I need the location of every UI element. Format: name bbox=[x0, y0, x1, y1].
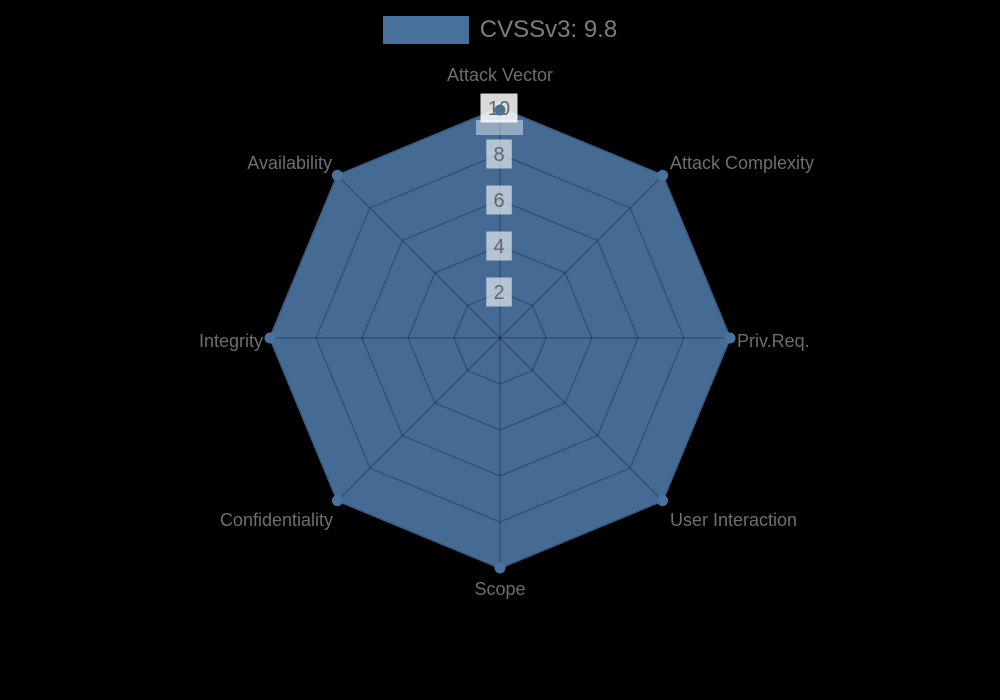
axis-label-integrity: Integrity bbox=[199, 331, 263, 351]
data-point-top-overlay bbox=[494, 104, 506, 116]
grid-ring-6 bbox=[361, 199, 639, 477]
legend-item-cvssv3[interactable]: CVSSv3: 9.8 bbox=[382, 16, 618, 44]
data-point-attack-complexity bbox=[657, 169, 669, 181]
legend-label: CVSSv3: 9.8 bbox=[479, 16, 618, 43]
grid-ring-8 bbox=[315, 153, 685, 523]
axis-label-attack-complexity: Attack Complexity bbox=[670, 153, 814, 173]
tick-backdrop-band bbox=[476, 120, 523, 135]
tick-label-8: 8 bbox=[493, 144, 504, 166]
angle-line-confidentiality bbox=[336, 337, 501, 502]
axis-label-attack-vector: Attack Vector bbox=[447, 65, 553, 85]
tick-label-10: 10 bbox=[488, 98, 510, 120]
axis-label-confidentiality: Confidentiality bbox=[220, 510, 333, 530]
data-point-scope bbox=[494, 562, 506, 574]
axis-label-priv-req: Priv.Req. bbox=[737, 331, 810, 351]
data-point-availability bbox=[331, 169, 343, 181]
tick-label-2: 2 bbox=[493, 282, 504, 304]
legend-swatch-icon bbox=[382, 16, 469, 44]
axis-label-user-interaction: User Interaction bbox=[670, 510, 797, 530]
tick-backdrop-2 bbox=[486, 277, 512, 307]
grid-ring-2 bbox=[453, 291, 547, 385]
data-point-integrity bbox=[264, 332, 276, 344]
legend: CVSSv3: 9.8 bbox=[0, 16, 1000, 44]
angle-line-availability bbox=[336, 174, 501, 339]
axis-label-scope: Scope bbox=[474, 579, 525, 599]
tick-backdrop-8 bbox=[486, 139, 512, 169]
tick-backdrop-6 bbox=[486, 185, 512, 215]
angle-line-attack-complexity bbox=[499, 174, 664, 339]
data-point-user-interaction bbox=[657, 495, 669, 507]
angle-line-user-interaction bbox=[499, 337, 664, 502]
grid-ring-4 bbox=[407, 245, 593, 431]
axis-label-availability: Availability bbox=[247, 153, 332, 173]
tick-label-4: 4 bbox=[493, 236, 504, 258]
tick-backdrop-4 bbox=[486, 231, 512, 261]
tick-label-6: 6 bbox=[493, 190, 504, 212]
data-point-priv-req bbox=[724, 332, 736, 344]
data-point-confidentiality bbox=[331, 495, 343, 507]
